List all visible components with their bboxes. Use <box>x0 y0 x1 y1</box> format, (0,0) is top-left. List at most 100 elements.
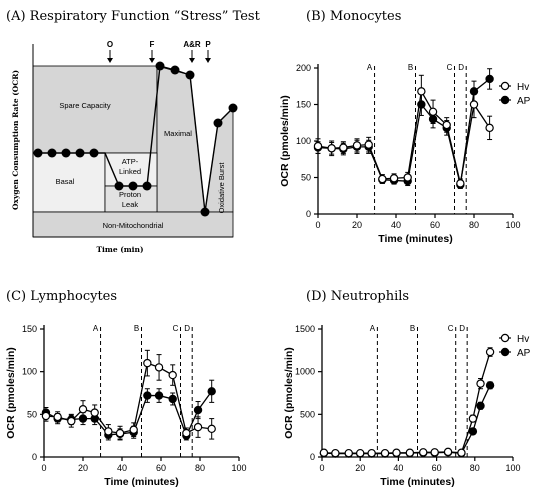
y-tick-label: 50 <box>301 173 311 183</box>
y-axis-title: OCR (pmoles/min) <box>279 95 291 187</box>
x-tick-label: 60 <box>156 463 166 473</box>
data-point-hv <box>469 100 479 109</box>
x-tick-label: 20 <box>355 463 365 473</box>
legend-marker-hv <box>500 81 510 91</box>
atp-linked-label-2: Linked <box>119 167 141 176</box>
data-point-hv <box>90 408 99 417</box>
data-point-hv <box>403 173 412 182</box>
injection-label-a: A <box>370 324 376 333</box>
data-point-ap <box>468 427 478 436</box>
injection-label-a: A <box>367 63 373 72</box>
basal-region <box>32 152 106 213</box>
x-axis-title: Time (minutes) <box>380 476 454 488</box>
x-tick-label: 60 <box>430 220 440 230</box>
data-point-hv <box>53 412 62 422</box>
panel-a-xlabel: Time (min) <box>96 245 143 254</box>
proton-leak-label-2: Leak <box>122 200 139 209</box>
proton-leak-label-1: Proton <box>119 190 141 199</box>
y-tick-label: 1000 <box>295 367 315 377</box>
x-tick-label: 40 <box>393 463 403 473</box>
arrow-down-icon <box>149 58 155 63</box>
y-tick-label: 200 <box>296 63 311 73</box>
data-point-hv <box>392 448 401 457</box>
x-axis-title: Time (minutes) <box>378 233 452 245</box>
data-point-ap <box>143 391 152 400</box>
injection-label-p: P <box>205 40 211 49</box>
x-tick-label: 80 <box>195 463 205 473</box>
legend-marker-ap <box>500 347 510 357</box>
data-point-hv <box>456 179 465 188</box>
x-tick-label: 20 <box>352 220 362 230</box>
data-point-hv <box>67 416 76 426</box>
injection-label-c: C <box>173 324 179 333</box>
data-point-hv <box>468 414 478 423</box>
y-axis-title: OCR (pmoles/min) <box>283 347 295 439</box>
x-tick-label: 80 <box>470 463 480 473</box>
legend-label-ap: AP <box>517 96 531 107</box>
arrow-down-icon <box>107 58 113 63</box>
data-point-hv <box>104 427 113 436</box>
data-point-hv <box>331 448 340 458</box>
y-tick-label: 100 <box>296 136 311 146</box>
injection-label-d: D <box>459 324 465 333</box>
data-point-hv <box>367 448 376 458</box>
x-tick-label: 100 <box>231 463 246 473</box>
legend-marker-hv <box>500 333 510 343</box>
panel-c-title: (C) Lymphocytes <box>6 289 117 304</box>
injection-label-b: B <box>408 63 413 72</box>
y-tick-label: 1500 <box>295 324 315 334</box>
data-point-hv <box>339 143 348 152</box>
data-point-hv <box>129 425 138 434</box>
legend-label-hv: Hv <box>517 334 529 345</box>
legend-marker-ap <box>500 95 510 105</box>
injection-label-b: B <box>410 324 415 333</box>
data-point-hv <box>443 447 453 457</box>
atp-linked-label-1: ATP- <box>122 157 139 166</box>
basal-label: Basal <box>56 177 75 186</box>
injection-label-ar: A&R <box>183 40 201 49</box>
x-tick-label: 100 <box>505 463 520 473</box>
data-point-ap <box>485 381 495 390</box>
injection-label-b: B <box>134 324 139 333</box>
data-point-hv <box>313 141 323 151</box>
x-tick-label: 100 <box>505 220 520 230</box>
data-point-hv <box>327 144 336 153</box>
y-tick-label: 150 <box>296 100 311 110</box>
x-tick-label: 20 <box>78 463 88 473</box>
data-point-hv <box>352 141 362 150</box>
data-point-hv <box>428 107 438 117</box>
y-tick-label: 0 <box>310 452 315 462</box>
panel-a: (A) Respiratory Function “Stress” Test O… <box>6 9 261 254</box>
data-point-hv <box>476 379 485 388</box>
y-tick-label: 50 <box>27 409 37 419</box>
y-tick-label: 500 <box>300 409 315 419</box>
data-point-hv <box>319 448 329 457</box>
data-point-ap <box>168 394 177 404</box>
x-tick-label: 40 <box>391 220 401 230</box>
non-mitochondrial-label: Non-Mitochondrial <box>103 221 164 230</box>
data-point-hv <box>405 448 415 457</box>
data-point-hv <box>364 140 373 149</box>
data-point-hv <box>485 347 495 357</box>
data-point-hv <box>193 422 203 432</box>
injection-label-a: A <box>93 324 99 333</box>
y-tick-label: 0 <box>306 209 311 219</box>
schematic-trace-points <box>33 61 238 217</box>
data-point-ap <box>193 405 203 415</box>
y-tick-label: 150 <box>22 324 37 334</box>
injection-label-f: F <box>150 40 155 49</box>
data-point-hv <box>457 448 466 457</box>
panel-b-title: (B) Monocytes <box>306 9 401 24</box>
proton-leak-region <box>104 185 158 213</box>
data-point-hv <box>344 448 353 458</box>
x-tick-label: 0 <box>315 220 320 230</box>
y-tick-label: 100 <box>22 367 37 377</box>
legend-label-ap: AP <box>517 348 531 359</box>
legend-label-hv: Hv <box>517 82 529 93</box>
series-line-hv <box>323 351 491 454</box>
injection-label-c: C <box>447 63 453 72</box>
injection-label-c: C <box>448 324 454 333</box>
maximal-region <box>156 65 206 213</box>
data-point-hv <box>417 87 426 96</box>
